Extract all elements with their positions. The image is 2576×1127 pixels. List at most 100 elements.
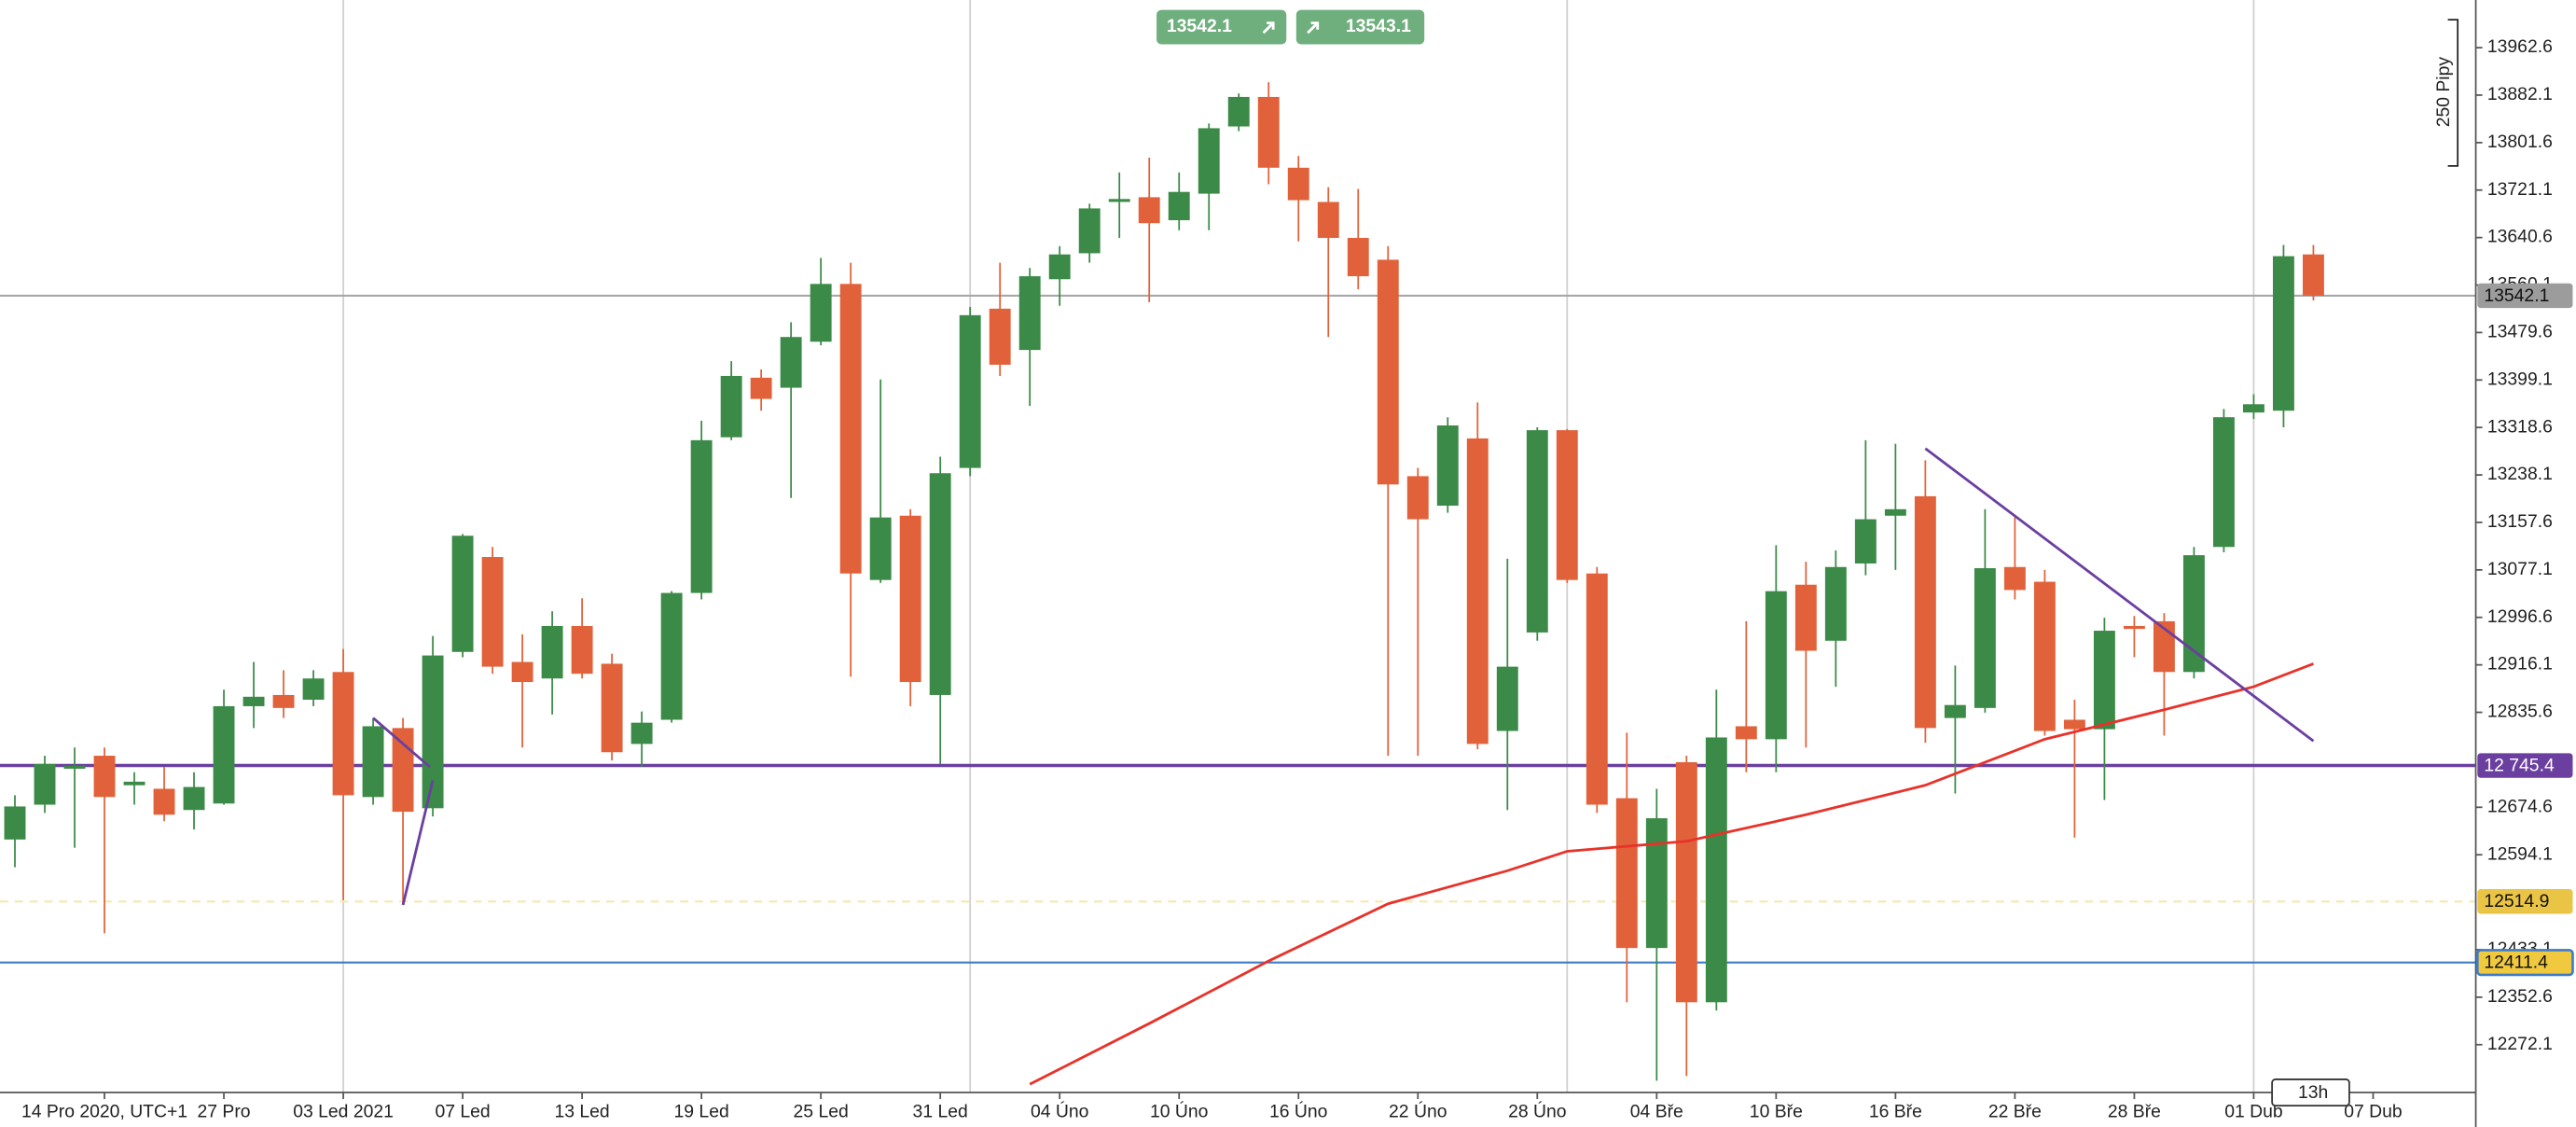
y-tick-label: 13962.6 [2487,36,2553,57]
ask-button[interactable]: 13543.1 [1295,9,1425,45]
x-tick-label: 01 Dub [2224,1101,2282,1121]
candle-body [1287,167,1309,201]
candle-body [422,655,444,809]
price-tags: 13542.1 12 745.4 12514.9 12411.4 [2475,283,2574,977]
candle-body [2272,256,2294,411]
x-tick-label: 10 Bře [1750,1101,1803,1121]
candle-body [302,678,325,700]
x-tick-label: 16 Úno [1269,1100,1327,1121]
x-tick-label: 22 Bře [1988,1101,2042,1121]
y-tick-label: 13238.1 [2487,464,2553,484]
candle-body [1586,573,1608,805]
candle-body [1765,591,1787,740]
moving-average [1029,662,2314,1086]
candle-body [1705,737,1727,1003]
candle-body [1526,430,1548,633]
y-tick-label: 13399.1 [2487,369,2553,389]
candle-body [1466,438,1489,744]
ask-price[interactable]: 13543.1 [1346,16,1411,36]
x-tick-label: 07 Led [435,1101,490,1121]
trendline [372,717,431,769]
price-tag-label: 12514.9 [2484,891,2549,911]
candle-body [810,284,832,342]
x-tick-label: 14 Pro 2020, UTC+1 [21,1101,187,1121]
candle-body [750,377,772,399]
candle-body [2063,719,2085,730]
x-tick-label: 10 Úno [1150,1100,1208,1121]
candle-body [34,763,56,805]
x-tick-label: 16 Bře [1869,1101,1922,1121]
candle-body [4,806,26,840]
price-tag-label: 12 745.4 [2484,756,2555,776]
price-tag [2477,283,2573,309]
candle-body [272,694,295,708]
x-tick-label: 27 Pro [198,1101,251,1121]
y-tick-label: 12272.1 [2487,1034,2553,1054]
candle-body [1078,208,1101,254]
candle-body [63,765,86,769]
candle-body [1884,508,1906,516]
candle-body [1406,476,1429,520]
candle-body [1138,197,1160,224]
candle-body [213,705,235,804]
candle-body [362,726,384,798]
candle-body [571,625,593,675]
candle-body [1615,798,1638,949]
candle-body [929,473,951,695]
y-tick-label: 13801.6 [2487,132,2553,152]
candle-body [2242,404,2264,413]
candle-body [1108,199,1130,202]
y-tick-label: 12996.6 [2487,606,2553,627]
price-tag [2477,889,2573,914]
arrow-icon [1262,21,1275,35]
price-tag-label: 12411.4 [2484,953,2548,973]
candle-body [392,728,414,813]
candle-body [839,284,862,574]
candle-body [2123,625,2145,630]
x-tick-label: 07 Dub [2344,1101,2402,1121]
candle-body [1347,238,1369,277]
candle-body [183,786,205,811]
y-tick-label: 13479.6 [2487,322,2553,342]
candle-body [869,517,892,580]
candle-body [780,337,802,388]
axes: 13962.613882.113801.613721.113640.613560… [21,36,2553,1121]
candle-body [1974,568,1996,708]
candle-body [630,722,653,744]
x-tick-label: 22 Úno [1389,1100,1447,1121]
timeframe-box[interactable] [2271,1078,2350,1106]
candle-body [1735,726,1757,740]
candle-body [93,756,116,798]
candle-body [2003,566,2026,591]
candle-body [1377,259,1399,485]
x-tick-label: 04 Bře [1630,1101,1683,1121]
candle-body [1168,191,1190,221]
candle-body [481,557,504,667]
y-tick-label: 13882.1 [2487,84,2553,104]
y-tick-label: 12352.6 [2487,986,2553,1007]
candle-body [1257,96,1280,168]
x-tick-label: 13 Led [554,1101,609,1121]
x-tick-label: 03 Led 2021 [293,1101,394,1121]
bid-price[interactable]: 13542.1 [1167,16,1232,36]
candle-body [989,308,1011,365]
candle-body [1317,202,1339,239]
candle-body [1496,666,1518,731]
price-tag [2477,753,2573,778]
candle-body [690,439,713,593]
y-tick-label: 13640.6 [2487,227,2553,247]
candle-body [2212,417,2235,548]
x-tick-label: 19 Led [674,1101,729,1121]
candle-body [332,672,354,796]
candle-body [1018,276,1041,351]
bid-button[interactable]: 13542.1 [1156,9,1287,45]
candle-body [2302,254,2324,296]
candle-body [899,515,921,683]
x-tick-label: 28 Úno [1508,1100,1566,1121]
timeframe-label[interactable]: 13h [2298,1082,2328,1103]
candle-body [1436,425,1459,507]
candle-body [451,536,474,652]
candle-body [660,592,683,720]
candle-body [2093,631,2115,730]
